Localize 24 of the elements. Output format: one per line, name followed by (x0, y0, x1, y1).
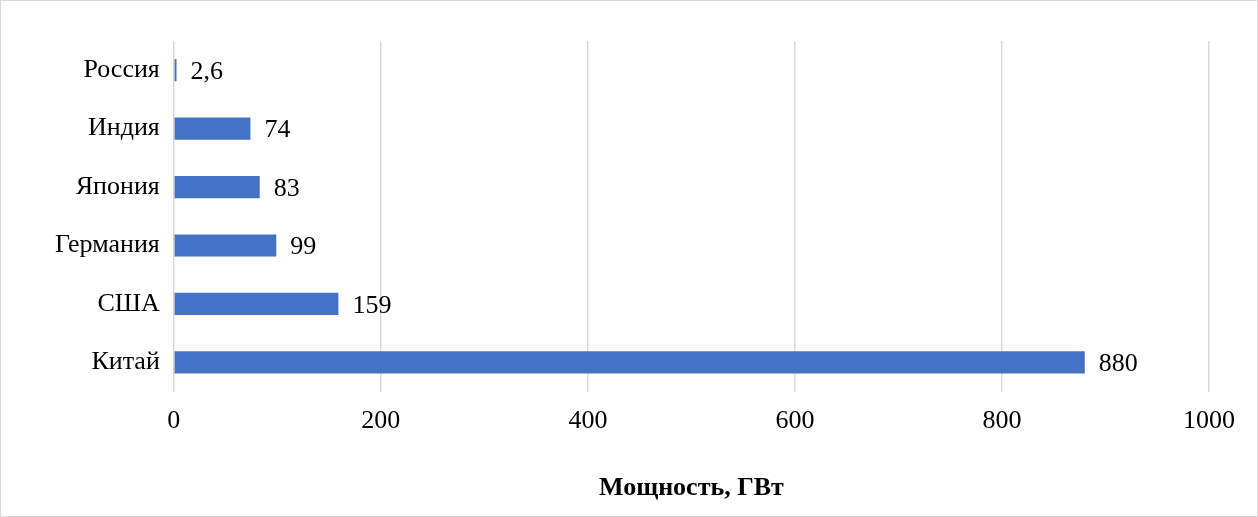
bar (174, 234, 277, 257)
data-label: 2,6 (190, 56, 223, 86)
bar (174, 292, 339, 316)
y-tick-label: Китай (91, 346, 160, 376)
y-tick-label: Япония (75, 170, 160, 200)
data-label: 99 (290, 231, 317, 261)
data-label: 83 (273, 172, 300, 202)
bar (174, 117, 251, 140)
x-tick-label: 0 (167, 405, 181, 435)
x-tick-label: 200 (361, 405, 401, 435)
x-tick-label: 400 (568, 405, 608, 435)
bar (174, 351, 1085, 374)
y-tick-label: Германия (54, 229, 160, 259)
x-tick-label: 1000 (1183, 405, 1235, 435)
x-tick-label: 600 (775, 405, 815, 435)
y-tick-label: Россия (83, 54, 160, 84)
x-tick-label: 800 (982, 405, 1022, 435)
bar (174, 175, 260, 199)
data-label: 74 (264, 114, 291, 144)
x-axis-title: Мощность, ГВт (598, 472, 785, 502)
y-tick-label: США (97, 287, 161, 317)
data-label: 880 (1098, 348, 1138, 378)
y-tick-label: Индия (88, 112, 160, 142)
data-label: 159 (352, 289, 392, 319)
